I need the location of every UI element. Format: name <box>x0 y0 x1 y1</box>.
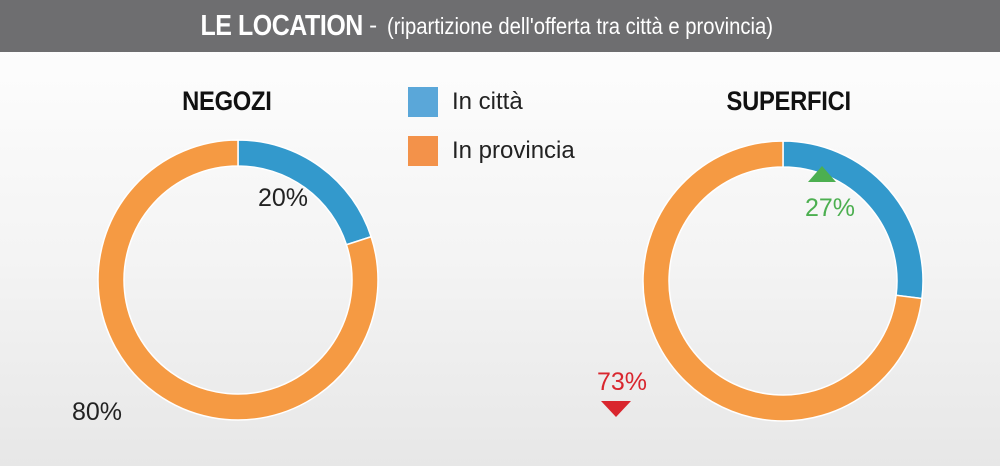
legend-swatch-citta <box>408 87 438 117</box>
legend-label-citta: In città <box>452 88 523 115</box>
header-title: LE LOCATION <box>200 9 364 42</box>
legend-item-provincia: In provincia <box>408 136 575 166</box>
legend-swatch-provincia <box>408 136 438 166</box>
superfici-value-label-provincia: 73% <box>597 368 647 396</box>
header-bar: LE LOCATION - (ripartizione dell'offerta… <box>0 0 1000 52</box>
negozi-chart-title: NEGOZI <box>182 86 272 116</box>
superfici-value-label-citta: 27% <box>805 194 855 222</box>
header-separator: - <box>369 12 378 39</box>
trend-down-arrow-icon <box>601 401 631 417</box>
legend-item-citta: In città <box>408 87 575 117</box>
header-subtitle: (ripartizione dell'offerta tra città e p… <box>387 12 774 39</box>
trend-up-arrow-icon <box>808 166 836 182</box>
superfici-slice-provincia <box>642 140 923 422</box>
legend: In città In provincia <box>408 87 575 185</box>
legend-label-provincia: In provincia <box>452 137 575 164</box>
superfici-chart-title: SUPERFICI <box>726 86 851 116</box>
negozi-value-label-citta: 20% <box>258 184 308 212</box>
negozi-value-label-provincia: 80% <box>72 398 122 426</box>
negozi-slice-provincia <box>97 139 379 421</box>
